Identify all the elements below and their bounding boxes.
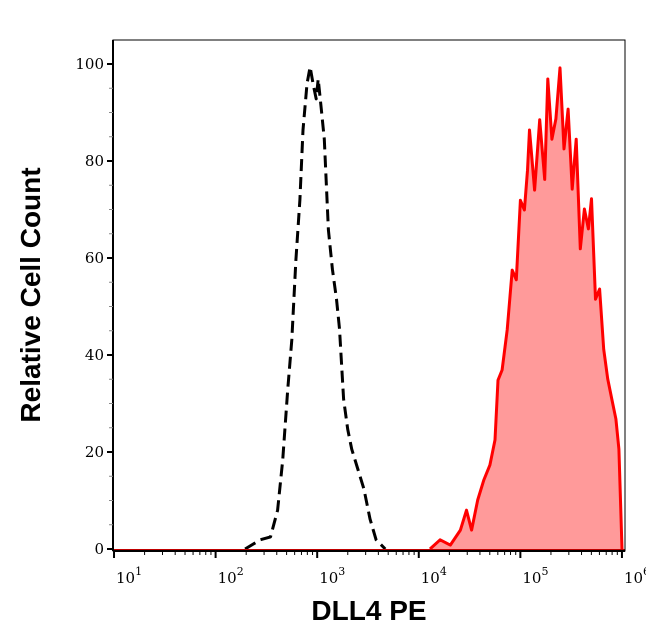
y-tick-label: 0 xyxy=(94,540,104,558)
y-tick-label: 80 xyxy=(85,152,104,170)
y-axis-title: Relative Cell Count xyxy=(15,167,46,422)
x-axis-title: DLL4 PE xyxy=(311,595,426,626)
series-layer xyxy=(113,65,625,551)
y-tick-label: 60 xyxy=(85,249,104,267)
series-line-0 xyxy=(244,65,387,551)
x-tick-label: 105 xyxy=(522,565,548,587)
y-tick-label: 100 xyxy=(75,55,104,73)
series-fill-1 xyxy=(430,67,622,550)
y-tick-label: 20 xyxy=(85,443,104,461)
x-tick-label: 106 xyxy=(624,565,646,587)
x-tick-label: 104 xyxy=(421,565,447,587)
ticks-layer: 0 20 40 60 80 100 101 102 103 104 105 106 xyxy=(75,55,646,587)
x-tick-label: 103 xyxy=(319,565,345,587)
y-tick-label: 40 xyxy=(85,346,104,364)
x-tick-label: 101 xyxy=(116,565,142,587)
x-tick-label: 102 xyxy=(218,565,244,587)
series-line-1 xyxy=(428,66,624,551)
